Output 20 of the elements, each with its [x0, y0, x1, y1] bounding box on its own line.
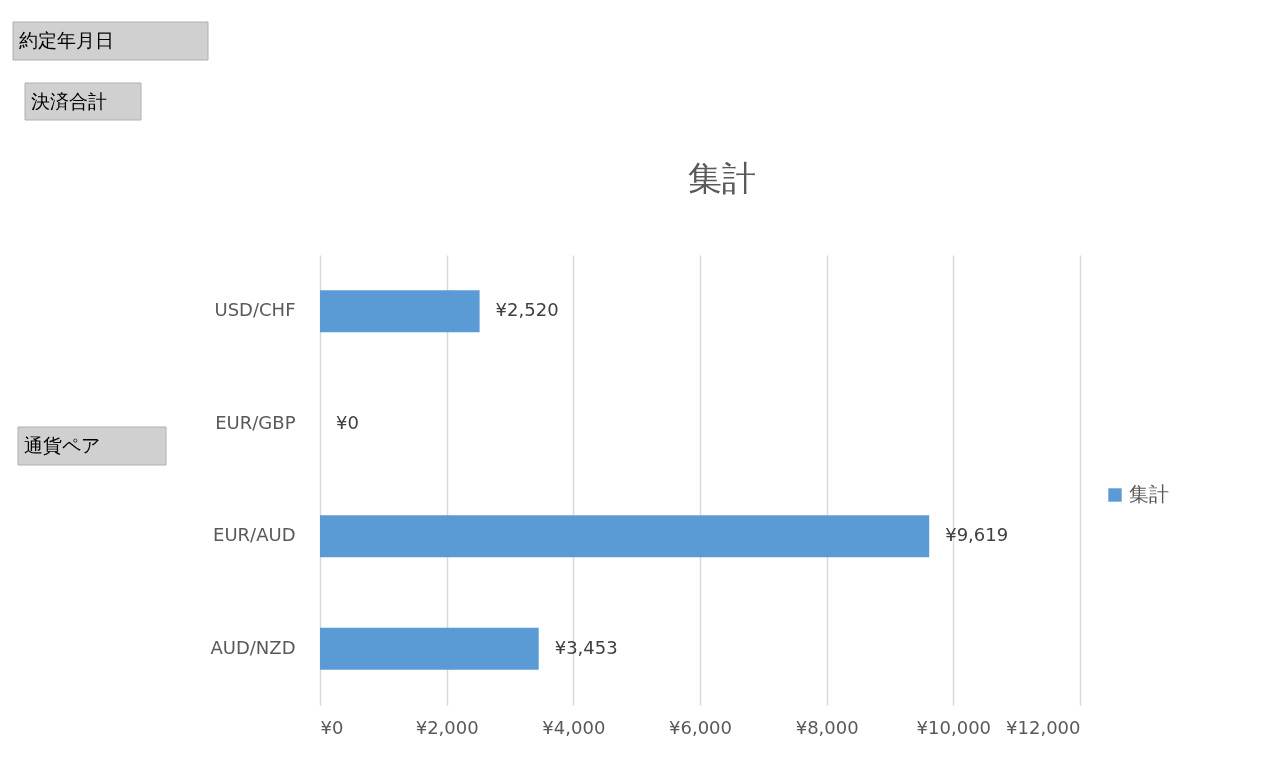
y-tick-label: EUR/AUD: [213, 524, 296, 546]
x-tick-label: ¥10,000: [916, 716, 992, 738]
text: 決済合計: [31, 89, 107, 112]
legend-label: 集計: [1129, 482, 1169, 506]
x-tick-label: ¥2,000: [415, 716, 479, 738]
text: 約定年月日: [19, 29, 114, 51]
x-tick-label: ¥8,000: [795, 716, 859, 738]
text: ¥0: [336, 411, 359, 433]
y-tick-label: EUR/GBP: [215, 411, 296, 433]
text: 通貨ペア: [24, 434, 100, 456]
x-tick-label: ¥12,000: [1006, 716, 1081, 738]
x-tick-label: ¥0: [320, 716, 344, 738]
text: ¥9,619: [945, 524, 1009, 546]
chart-title: 集計: [688, 158, 756, 198]
text: ¥3,453: [554, 636, 618, 658]
x-tick-label: ¥4,000: [542, 716, 606, 738]
text: ¥2,520: [495, 299, 559, 321]
x-tick-label: ¥6,000: [669, 716, 732, 738]
y-tick-label: USD/CHF: [214, 299, 296, 321]
y-tick-label: AUD/NZD: [210, 636, 296, 658]
